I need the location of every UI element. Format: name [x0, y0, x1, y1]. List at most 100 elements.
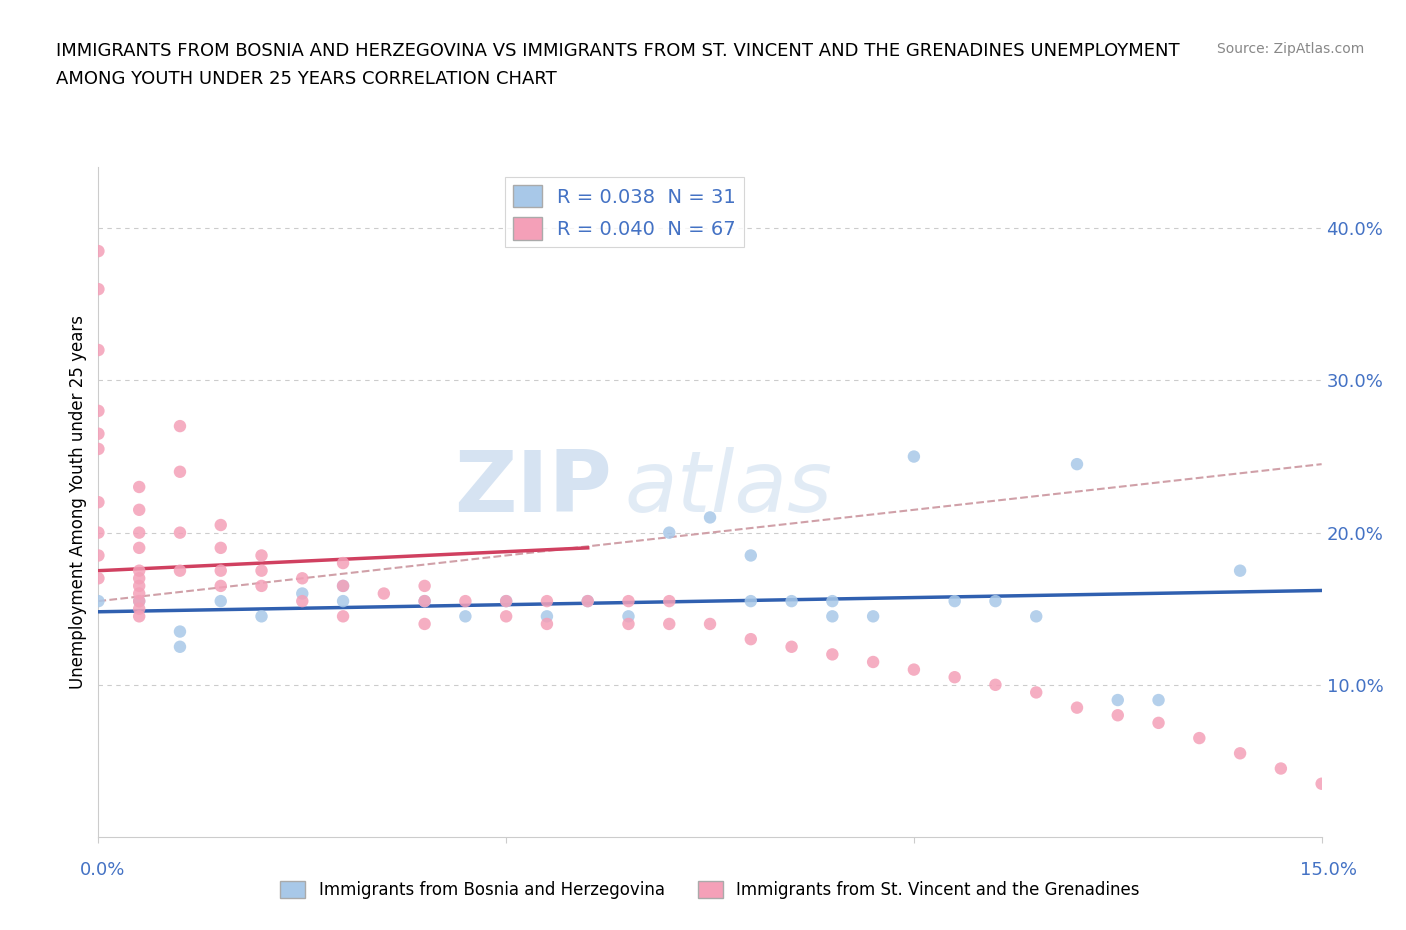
- Text: 15.0%: 15.0%: [1301, 860, 1357, 879]
- Point: [128, 525, 150, 540]
- Text: 0.0%: 0.0%: [80, 860, 125, 879]
- Point: [87, 442, 110, 457]
- Y-axis label: Unemployment Among Youth under 25 years: Unemployment Among Youth under 25 years: [69, 315, 87, 689]
- Point: [1107, 708, 1129, 723]
- Point: [1107, 693, 1129, 708]
- Point: [169, 525, 191, 540]
- Point: [209, 578, 232, 593]
- Point: [903, 449, 925, 464]
- Point: [209, 518, 232, 533]
- Point: [169, 624, 191, 639]
- Point: [617, 593, 640, 608]
- Text: AMONG YOUTH UNDER 25 YEARS CORRELATION CHART: AMONG YOUTH UNDER 25 YEARS CORRELATION C…: [56, 70, 557, 87]
- Point: [128, 480, 150, 495]
- Point: [780, 593, 803, 608]
- Point: [454, 593, 477, 608]
- Point: [413, 593, 436, 608]
- Point: [862, 609, 884, 624]
- Point: [1066, 457, 1088, 472]
- Point: [740, 593, 762, 608]
- Point: [576, 593, 599, 608]
- Point: [821, 647, 844, 662]
- Point: [413, 593, 436, 608]
- Point: [87, 571, 110, 586]
- Point: [87, 404, 110, 418]
- Point: [291, 586, 314, 601]
- Point: [250, 578, 273, 593]
- Point: [658, 525, 681, 540]
- Text: ZIP: ZIP: [454, 447, 612, 530]
- Point: [984, 677, 1007, 692]
- Point: [128, 593, 150, 608]
- Point: [821, 593, 844, 608]
- Point: [128, 602, 150, 617]
- Point: [169, 418, 191, 433]
- Point: [658, 617, 681, 631]
- Point: [495, 593, 517, 608]
- Point: [1310, 777, 1333, 791]
- Point: [128, 571, 150, 586]
- Point: [87, 525, 110, 540]
- Legend: R = 0.038  N = 31, R = 0.040  N = 67: R = 0.038 N = 31, R = 0.040 N = 67: [505, 177, 744, 247]
- Point: [291, 571, 314, 586]
- Point: [740, 631, 762, 646]
- Point: [87, 593, 110, 608]
- Point: [536, 593, 558, 608]
- Point: [1025, 685, 1047, 700]
- Point: [332, 578, 354, 593]
- Point: [332, 555, 354, 570]
- Point: [209, 564, 232, 578]
- Point: [128, 593, 150, 608]
- Point: [1270, 761, 1292, 776]
- Point: [209, 540, 232, 555]
- Point: [617, 609, 640, 624]
- Point: [128, 564, 150, 578]
- Text: Source: ZipAtlas.com: Source: ZipAtlas.com: [1216, 42, 1364, 56]
- Point: [332, 609, 354, 624]
- Point: [454, 609, 477, 624]
- Point: [413, 578, 436, 593]
- Point: [1229, 564, 1251, 578]
- Point: [250, 609, 273, 624]
- Point: [128, 502, 150, 517]
- Point: [780, 639, 803, 654]
- Point: [536, 609, 558, 624]
- Point: [699, 617, 721, 631]
- Point: [658, 593, 681, 608]
- Point: [1025, 609, 1047, 624]
- Point: [87, 244, 110, 259]
- Point: [169, 564, 191, 578]
- Point: [984, 593, 1007, 608]
- Point: [250, 564, 273, 578]
- Point: [943, 593, 966, 608]
- Point: [413, 617, 436, 631]
- Point: [291, 593, 314, 608]
- Text: atlas: atlas: [624, 447, 832, 530]
- Point: [617, 617, 640, 631]
- Point: [128, 540, 150, 555]
- Text: IMMIGRANTS FROM BOSNIA AND HERZEGOVINA VS IMMIGRANTS FROM ST. VINCENT AND THE GR: IMMIGRANTS FROM BOSNIA AND HERZEGOVINA V…: [56, 42, 1180, 60]
- Point: [373, 586, 395, 601]
- Point: [128, 586, 150, 601]
- Point: [209, 593, 232, 608]
- Point: [943, 670, 966, 684]
- Point: [903, 662, 925, 677]
- Point: [87, 342, 110, 357]
- Point: [332, 578, 354, 593]
- Point: [495, 609, 517, 624]
- Point: [576, 593, 599, 608]
- Point: [169, 464, 191, 479]
- Point: [169, 639, 191, 654]
- Point: [862, 655, 884, 670]
- Point: [821, 609, 844, 624]
- Point: [536, 617, 558, 631]
- Point: [699, 510, 721, 525]
- Point: [1147, 693, 1170, 708]
- Point: [1188, 731, 1211, 746]
- Point: [87, 426, 110, 441]
- Point: [1147, 715, 1170, 730]
- Point: [87, 548, 110, 563]
- Point: [87, 282, 110, 297]
- Point: [332, 593, 354, 608]
- Point: [128, 609, 150, 624]
